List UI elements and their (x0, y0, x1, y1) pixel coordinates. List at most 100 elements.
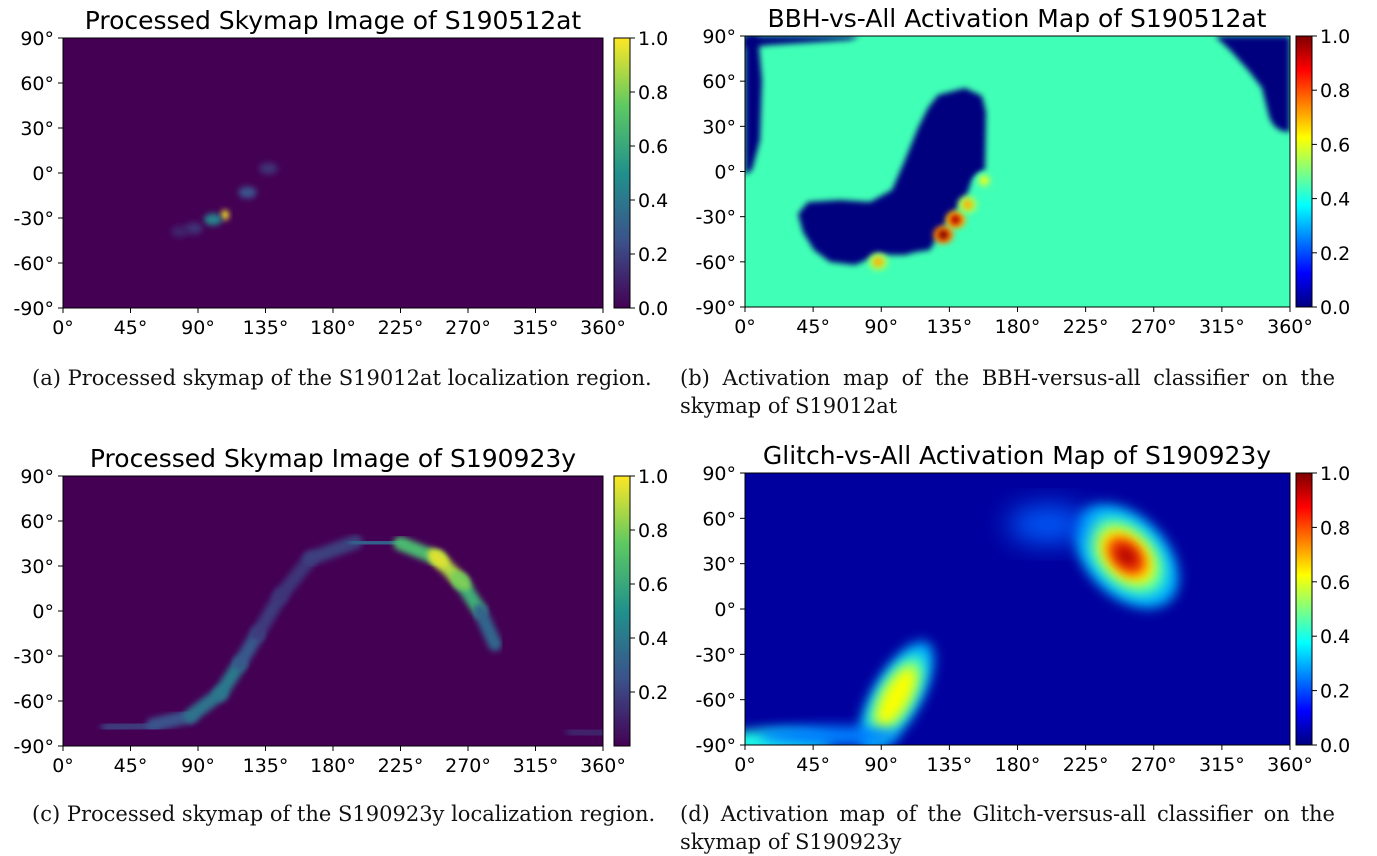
colorbar-tick-label: 0.4 (1320, 189, 1350, 211)
x-tick-label: 0° (52, 317, 74, 339)
colorbar-tick-label: 0.8 (638, 520, 668, 542)
panel-a-colorbar (613, 37, 631, 309)
x-tick-label: 270° (445, 755, 491, 777)
panel-b-colorbar (1295, 35, 1313, 308)
x-tick-label: 45° (796, 316, 830, 338)
activation-hotspot (962, 199, 973, 210)
x-tick-label: 270° (1131, 754, 1177, 776)
panel-b: BBH-vs-All Activation Map of S190512at 0… (695, 4, 1350, 338)
skymap-arc-segment (303, 535, 363, 566)
caption-d: (d) Activation map of the Glitch-versus-… (680, 802, 1335, 854)
skymap-blob (259, 162, 278, 175)
y-tick-label: -30° (695, 644, 736, 666)
panel-c-colorbar (613, 475, 631, 747)
skymap-arc-segment (566, 724, 603, 741)
y-tick-label: 60° (702, 71, 736, 93)
y-tick-label: 90° (20, 28, 54, 50)
x-tick-label: 270° (445, 317, 491, 339)
x-tick-label: 45° (796, 754, 830, 776)
y-tick-label: -90° (13, 736, 54, 758)
y-tick-label: 90° (702, 463, 736, 485)
panel-b-background (745, 36, 1290, 307)
caption-a: (a) Processed skymap of the S19012at loc… (32, 366, 652, 390)
y-tick-label: -90° (13, 298, 54, 320)
panel-d: Glitch-vs-All Activation Map of S190923y… (695, 441, 1350, 776)
activation-blob-layer (1115, 544, 1138, 568)
panel-c-marks (63, 535, 603, 741)
x-tick-label: 360° (580, 755, 626, 777)
panel-d-plot (745, 473, 1290, 745)
colorbar-tick-label: 1.0 (1320, 26, 1350, 48)
y-tick-label: -90° (695, 297, 736, 319)
panel-a-title: Processed Skymap Image of S190512at (85, 6, 582, 35)
panel-d-colorbar-ticks: 1.0 0.8 0.6 0.4 0.2 0.0 (1312, 463, 1350, 757)
panel-b-low-region-top-right (1215, 36, 1290, 132)
x-tick-label: 225° (1063, 316, 1109, 338)
panel-a: Processed Skymap Image of S190512at 0° 45… (13, 6, 668, 339)
x-tick-label: 0° (734, 316, 756, 338)
panel-a-plot (63, 38, 603, 308)
skymap-arc-segment (473, 604, 502, 651)
x-tick-label: 180° (995, 316, 1041, 338)
x-tick-label: 225° (378, 317, 424, 339)
x-tick-label: 90° (181, 755, 215, 777)
colorbar-tick-label: 0.6 (1320, 134, 1350, 156)
colorbar-tick-label: 0.2 (638, 244, 668, 266)
x-tick-label: 315° (1199, 316, 1245, 338)
y-tick-label: 0° (32, 163, 54, 185)
panel-d-axes: 0° 45° 90° 135° 180° 225° 270° 315° 360° 90° 60° 30… (695, 463, 1312, 776)
x-tick-label: 90° (864, 316, 898, 338)
x-tick-label: 315° (513, 755, 559, 777)
panel-a-colorbar-ticks: 1.0 0.8 0.6 0.4 0.2 0.0 (630, 28, 668, 320)
x-tick-label: 135° (243, 755, 289, 777)
panel-a-background (63, 38, 603, 308)
panel-b-low-region-top-left (745, 36, 860, 48)
panel-d-colorbar (1295, 472, 1313, 746)
skymap-arc-segment (348, 535, 408, 551)
panel-d-title: Glitch-vs-All Activation Map of S190923y (763, 441, 1271, 470)
x-tick-label: 0° (734, 754, 756, 776)
x-tick-label: 180° (310, 755, 356, 777)
panel-a-marks (171, 162, 278, 238)
panel-b-low-region-left-edge (745, 36, 762, 175)
colorbar-tick-label: 0.8 (638, 82, 668, 104)
panel-b-low-region-inner (798, 88, 986, 265)
colorbar-tick-label: 0.4 (638, 628, 668, 650)
colorbar-tick-label: 0.0 (1320, 735, 1350, 757)
activation-hotspot (938, 229, 949, 240)
y-tick-label: 90° (20, 466, 54, 488)
y-tick-label: 0° (32, 601, 54, 623)
x-tick-label: 315° (513, 317, 559, 339)
colorbar-tick-label: 0.2 (1320, 243, 1350, 265)
y-tick-label: 60° (20, 73, 54, 95)
y-tick-label: -60° (695, 252, 736, 274)
x-tick-label: 135° (926, 316, 972, 338)
x-tick-label: 180° (310, 317, 356, 339)
y-tick-label: -90° (695, 735, 736, 757)
x-tick-label: 135° (243, 317, 289, 339)
activation-blob-glow (1007, 506, 1088, 543)
y-tick-label: 30° (702, 554, 736, 576)
panel-c: Processed Skymap Image of S190923y 0° 45°… (13, 444, 668, 777)
x-tick-label: 0° (52, 755, 74, 777)
activation-hotspot (979, 175, 990, 186)
y-tick-label: 30° (20, 556, 54, 578)
colorbar-tick-label: 0.4 (638, 190, 668, 212)
y-tick-label: 60° (20, 511, 54, 533)
skymap-arc-segment (251, 589, 288, 641)
panel-b-title: BBH-vs-All Activation Map of S190512at (768, 4, 1267, 33)
activation-blob-bottom-tail (758, 725, 899, 745)
colorbar-tick-label: 0.6 (1320, 572, 1350, 594)
y-tick-label: -30° (13, 208, 54, 230)
skymap-blob (221, 210, 229, 220)
skymap-blob (238, 186, 257, 199)
y-tick-label: -30° (13, 646, 54, 668)
x-tick-label: 315° (1199, 754, 1245, 776)
skymap-arc-segment (101, 718, 160, 735)
colorbar-tick-label: 0.4 (1320, 626, 1350, 648)
caption-b: (b) Activation map of the BBH-versus-all… (680, 366, 1335, 418)
x-tick-label: 135° (926, 754, 972, 776)
x-tick-label: 270° (1131, 316, 1177, 338)
caption-c: (c) Processed skymap of the S190923y loc… (32, 802, 656, 826)
